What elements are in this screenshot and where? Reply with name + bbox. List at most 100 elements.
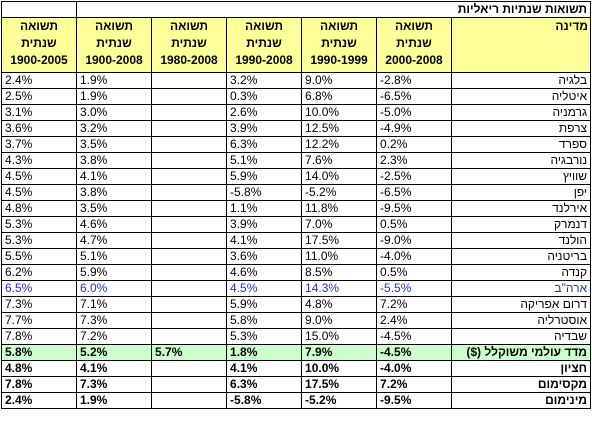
country-cell[interactable]: מקסימום (451, 376, 592, 393)
value-cell[interactable]: 1.9% (75, 72, 153, 89)
header-country[interactable]: מדינה (451, 17, 592, 73)
value-cell[interactable]: 4.8% (1, 360, 77, 377)
value-cell[interactable]: 3.0% (75, 104, 153, 121)
header-1980-2008[interactable]: תשואה שנתית 1980-2008 (151, 17, 228, 73)
value-cell[interactable]: 5.3% (1, 216, 77, 233)
value-cell[interactable]: 12.2% (301, 136, 378, 153)
value-cell[interactable]: 6.5% (1, 280, 77, 297)
country-cell[interactable]: הולנד (451, 232, 592, 249)
value-cell[interactable]: -5.2% (301, 184, 378, 201)
value-cell[interactable]: 3.2% (226, 72, 303, 89)
value-cell[interactable] (151, 104, 228, 121)
value-cell[interactable]: 9.0% (301, 312, 378, 329)
country-cell[interactable]: יפן (451, 184, 592, 201)
value-cell[interactable] (151, 232, 228, 249)
value-cell[interactable]: 2.5% (1, 88, 77, 105)
value-cell[interactable]: -4.0% (376, 360, 453, 377)
value-cell[interactable]: 10.0% (301, 104, 378, 121)
value-cell[interactable]: 1.1% (226, 200, 303, 217)
country-cell[interactable]: קנדה (451, 264, 592, 281)
value-cell[interactable]: -6.5% (376, 184, 453, 201)
country-cell[interactable]: אירלנד (451, 200, 592, 217)
value-cell[interactable]: 3.5% (75, 200, 153, 217)
value-cell[interactable]: 4.1% (226, 232, 303, 249)
value-cell[interactable]: 0.5% (376, 216, 453, 233)
value-cell[interactable]: 5.8% (1, 344, 77, 361)
value-cell[interactable] (151, 312, 228, 329)
country-cell[interactable]: מדד עולמי משוקלל ($) (451, 344, 592, 361)
value-cell[interactable] (151, 376, 228, 393)
value-cell[interactable]: -5.2% (301, 392, 378, 409)
value-cell[interactable]: 2.3% (376, 152, 453, 169)
value-cell[interactable]: 5.2% (75, 344, 153, 361)
value-cell[interactable]: 5.7% (151, 344, 228, 361)
value-cell[interactable]: -9.5% (376, 200, 453, 217)
value-cell[interactable] (151, 200, 228, 217)
value-cell[interactable]: 4.6% (226, 264, 303, 281)
value-cell[interactable]: 3.5% (75, 136, 153, 153)
country-cell[interactable]: מינימום (451, 392, 592, 409)
value-cell[interactable] (151, 120, 228, 137)
value-cell[interactable]: -5.8% (226, 184, 303, 201)
value-cell[interactable]: 7.2% (75, 328, 153, 345)
value-cell[interactable] (151, 392, 228, 409)
value-cell[interactable]: 1.9% (75, 88, 153, 105)
value-cell[interactable]: 5.5% (1, 248, 77, 265)
value-cell[interactable] (151, 168, 228, 185)
value-cell[interactable]: 7.2% (376, 296, 453, 313)
country-cell[interactable]: ספרד (451, 136, 592, 153)
value-cell[interactable]: -4.0% (376, 248, 453, 265)
value-cell[interactable]: 2.4% (1, 392, 77, 409)
value-cell[interactable]: 11.8% (301, 200, 378, 217)
country-cell[interactable]: דנמרק (451, 216, 592, 233)
value-cell[interactable]: 3.1% (1, 104, 77, 121)
value-cell[interactable]: 4.3% (1, 152, 77, 169)
value-cell[interactable]: -2.5% (376, 168, 453, 185)
country-cell[interactable]: ארה"ב (451, 280, 592, 297)
value-cell[interactable]: 5.9% (226, 168, 303, 185)
country-cell[interactable]: גרמניה (451, 104, 592, 121)
value-cell[interactable]: 5.1% (226, 152, 303, 169)
value-cell[interactable]: 0.2% (376, 136, 453, 153)
value-cell[interactable]: 7.0% (301, 216, 378, 233)
value-cell[interactable]: 4.5% (1, 168, 77, 185)
value-cell[interactable]: 0.3% (226, 88, 303, 105)
value-cell[interactable]: -2.8% (376, 72, 453, 89)
value-cell[interactable]: 4.1% (226, 360, 303, 377)
value-cell[interactable]: 7.8% (1, 328, 77, 345)
value-cell[interactable]: 3.6% (1, 120, 77, 137)
value-cell[interactable]: 7.3% (75, 376, 153, 393)
value-cell[interactable]: 4.8% (1, 200, 77, 217)
value-cell[interactable]: 5.9% (75, 264, 153, 281)
value-cell[interactable]: 1.8% (226, 344, 303, 361)
value-cell[interactable]: 7.9% (301, 344, 378, 361)
value-cell[interactable]: 3.8% (75, 184, 153, 201)
header-1990-2008[interactable]: תשואה שנתית 1990-2008 (226, 17, 303, 73)
value-cell[interactable] (151, 88, 228, 105)
value-cell[interactable]: 3.9% (226, 120, 303, 137)
value-cell[interactable]: -5.5% (376, 280, 453, 297)
title-blank-cell[interactable] (1, 1, 77, 18)
value-cell[interactable]: 4.8% (301, 296, 378, 313)
value-cell[interactable]: 4.1% (75, 168, 153, 185)
value-cell[interactable]: 6.8% (301, 88, 378, 105)
value-cell[interactable]: 17.5% (301, 232, 378, 249)
value-cell[interactable]: 2.4% (1, 72, 77, 89)
value-cell[interactable]: 2.4% (376, 312, 453, 329)
value-cell[interactable]: 6.0% (75, 280, 153, 297)
value-cell[interactable]: 14.3% (301, 280, 378, 297)
value-cell[interactable]: -5.8% (226, 392, 303, 409)
value-cell[interactable]: 7.8% (1, 376, 77, 393)
value-cell[interactable]: 4.1% (75, 360, 153, 377)
value-cell[interactable] (151, 184, 228, 201)
value-cell[interactable] (151, 264, 228, 281)
value-cell[interactable] (151, 152, 228, 169)
value-cell[interactable]: -6.5% (376, 88, 453, 105)
value-cell[interactable] (151, 248, 228, 265)
value-cell[interactable]: 7.2% (376, 376, 453, 393)
value-cell[interactable]: 7.6% (301, 152, 378, 169)
value-cell[interactable]: 6.3% (226, 376, 303, 393)
value-cell[interactable]: 17.5% (301, 376, 378, 393)
value-cell[interactable]: 3.2% (75, 120, 153, 137)
country-cell[interactable]: נורבגיה (451, 152, 592, 169)
